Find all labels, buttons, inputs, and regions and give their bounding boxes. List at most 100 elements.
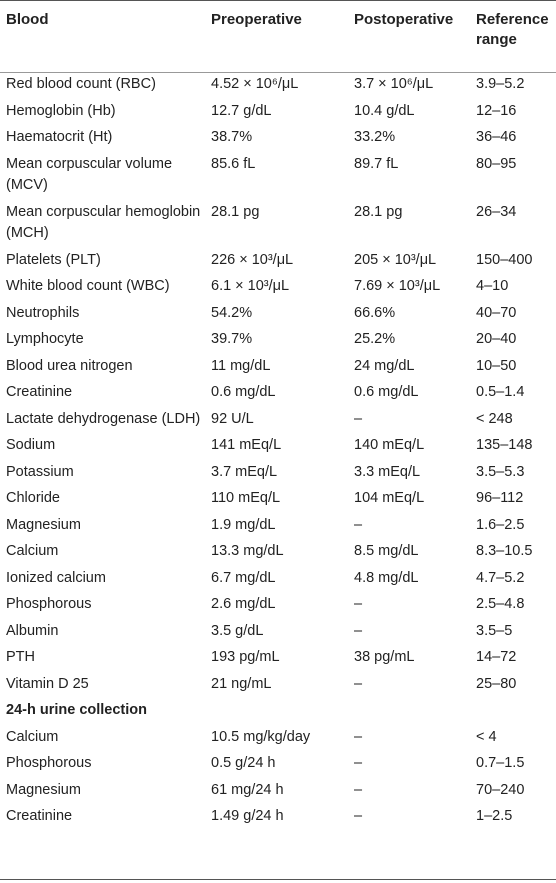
cell-test-name: Magnesium (6, 516, 81, 533)
table-row: Calcium 13.3 mg/dL 8.5 mg/dL 8.3–10.5 (0, 539, 556, 566)
header-postoperative: Postoperative (354, 11, 454, 28)
header-spacer (0, 62, 556, 72)
cell-preoperative: 85.6 fL (211, 155, 256, 172)
cell-preoperative: 28.1 pg (211, 203, 260, 220)
cell-preoperative: 92 U/L (211, 410, 254, 427)
table-row: Lactate dehydrogenase (LDH) 92 U/L – < 248 (0, 407, 556, 434)
section-title-urine: 24-h urine collection (6, 702, 147, 718)
cell-reference-range: 3.9–5.2 (476, 76, 525, 92)
cell-postoperative: – (354, 675, 363, 692)
cell-postoperative: 24 mg/dL (354, 357, 415, 374)
cell-test-name: Phosphorous (6, 596, 92, 612)
cell-test-name: Calcium (6, 728, 59, 745)
cell-test-name: Mean corpuscular hemoglobin (MCH) (6, 203, 201, 242)
table-row: Mean corpuscular volume (MCV) 85.6 fL 89.7… (0, 152, 556, 200)
cell-reference-range: 4–10 (476, 278, 509, 294)
table-top-rule (0, 0, 556, 1)
header-reference-range-line2: range (476, 31, 517, 48)
table-row: Magnesium 1.9 mg/dL – 1.6–2.5 (0, 513, 556, 540)
cell-preoperative: 110 mEq/L (211, 490, 281, 506)
cell-postoperative: – (354, 410, 363, 427)
cell-reference-range: 0.7–1.5 (476, 755, 525, 771)
cell-preoperative: 3.7 mEq/L (211, 463, 278, 480)
cell-test-name: Creatinine (6, 808, 73, 824)
cell-preoperative: 38.7% (211, 129, 253, 145)
cell-postoperative: 38 pg/mL (354, 649, 415, 665)
cell-reference-range: 80–95 (476, 155, 517, 172)
cell-postoperative: – (354, 622, 363, 639)
cell-preoperative: 193 pg/mL (211, 649, 280, 665)
table-header-rule (0, 72, 556, 73)
cell-preoperative: 2.6 mg/dL (211, 596, 276, 612)
cell-test-name: Platelets (PLT) (6, 251, 101, 268)
table-row: Haematocrit (Ht) 38.7% 33.2% 36–46 (0, 125, 556, 152)
cell-postoperative: 8.5 mg/dL (354, 543, 419, 559)
cell-preoperative: 1.49 g/24 h (211, 808, 284, 824)
table-row: Ionized calcium 6.7 mg/dL 4.8 mg/dL 4.7–5.2 (0, 566, 556, 593)
cell-postoperative: – (354, 516, 363, 533)
cell-test-name: Chloride (6, 490, 60, 506)
cell-postoperative: 66.6% (354, 304, 396, 321)
table-row: Blood urea nitrogen 11 mg/dL 24 mg/dL 10–50 (0, 354, 556, 381)
cell-postoperative: – (354, 808, 363, 824)
cell-reference-range: 10–50 (476, 357, 517, 374)
cell-reference-range: 2.5–4.8 (476, 596, 525, 612)
cell-test-name: PTH (6, 649, 35, 665)
table-row: Creatinine 0.6 mg/dL 0.6 mg/dL 0.5–1.4 (0, 380, 556, 407)
cell-postoperative: – (354, 596, 363, 612)
table-row: Red blood count (RBC) 4.52 × 10⁶/μL 3.7 × … (0, 72, 556, 99)
cell-test-name: Lactate dehydrogenase (LDH) (6, 410, 201, 427)
urine-rows: Calcium 10.5 mg/kg/day – < 4 Phosphorous 0.5 … (0, 725, 556, 831)
cell-preoperative: 0.6 mg/dL (211, 384, 276, 400)
cell-reference-range: 96–112 (476, 490, 524, 506)
cell-preoperative: 0.5 g/24 h (211, 755, 276, 771)
cell-preoperative: 6.1 × 10³/μL (211, 278, 290, 294)
cell-postoperative: – (354, 781, 363, 798)
table-row: Magnesium 61 mg/24 h – 70–240 (0, 778, 556, 805)
cell-test-name: Potassium (6, 463, 74, 480)
cell-reference-range: 1–2.5 (476, 808, 513, 824)
table-row: White blood count (WBC) 6.1 × 10³/μL 7.69 … (0, 274, 556, 301)
cell-preoperative: 13.3 mg/dL (211, 543, 284, 559)
cell-test-name: Hemoglobin (Hb) (6, 102, 116, 119)
cell-reference-range: 4.7–5.2 (476, 569, 525, 586)
cell-preoperative: 10.5 mg/kg/day (211, 728, 311, 745)
table-row: Neutrophils 54.2% 66.6% 40–70 (0, 301, 556, 328)
header-blood: Blood (6, 11, 49, 28)
cell-reference-range: 0.5–1.4 (476, 384, 525, 400)
table-row: Lymphocyte 39.7% 25.2% 20–40 (0, 327, 556, 354)
cell-preoperative: 6.7 mg/dL (211, 569, 276, 586)
header-reference-range-line1: Reference (476, 11, 549, 28)
cell-postoperative: 10.4 g/dL (354, 102, 415, 119)
table-row: Phosphorous 0.5 g/24 h – 0.7–1.5 (0, 751, 556, 778)
cell-preoperative: 4.52 × 10⁶/μL (211, 76, 299, 92)
cell-postoperative: 89.7 fL (354, 155, 399, 172)
table-bottom-rule (0, 879, 556, 880)
table-row: Albumin 3.5 g/dL – 3.5–5 (0, 619, 556, 646)
cell-test-name: Sodium (6, 437, 56, 453)
cell-reference-range: < 4 (476, 728, 497, 745)
cell-preoperative: 3.5 g/dL (211, 622, 264, 639)
cell-preoperative: 39.7% (211, 331, 253, 347)
urine-section: 24-h urine collection (0, 698, 556, 725)
cell-postoperative: 33.2% (354, 129, 396, 145)
table-row: Creatinine 1.49 g/24 h – 1–2.5 (0, 804, 556, 831)
cell-postoperative: 140 mEq/L (354, 437, 425, 453)
cell-preoperative: 12.7 g/dL (211, 102, 272, 119)
cell-postoperative: 7.69 × 10³/μL (354, 278, 441, 294)
section-header-row: 24-h urine collection (0, 698, 556, 725)
cell-test-name: Vitamin D 25 (6, 675, 89, 692)
cell-test-name: Albumin (6, 622, 59, 639)
cell-reference-range: 70–240 (476, 781, 525, 798)
cell-test-name: Calcium (6, 543, 59, 559)
cell-reference-range: 14–72 (476, 649, 517, 665)
cell-test-name: Magnesium (6, 781, 81, 798)
cell-test-name: Haematocrit (Ht) (6, 129, 113, 145)
cell-reference-range: 40–70 (476, 304, 517, 321)
cell-test-name: Ionized calcium (6, 569, 106, 586)
cell-reference-range: 1.6–2.5 (476, 516, 525, 533)
cell-postoperative: 25.2% (354, 331, 396, 347)
cell-reference-range: 12–16 (476, 102, 517, 119)
cell-reference-range: 150–400 (476, 251, 533, 268)
